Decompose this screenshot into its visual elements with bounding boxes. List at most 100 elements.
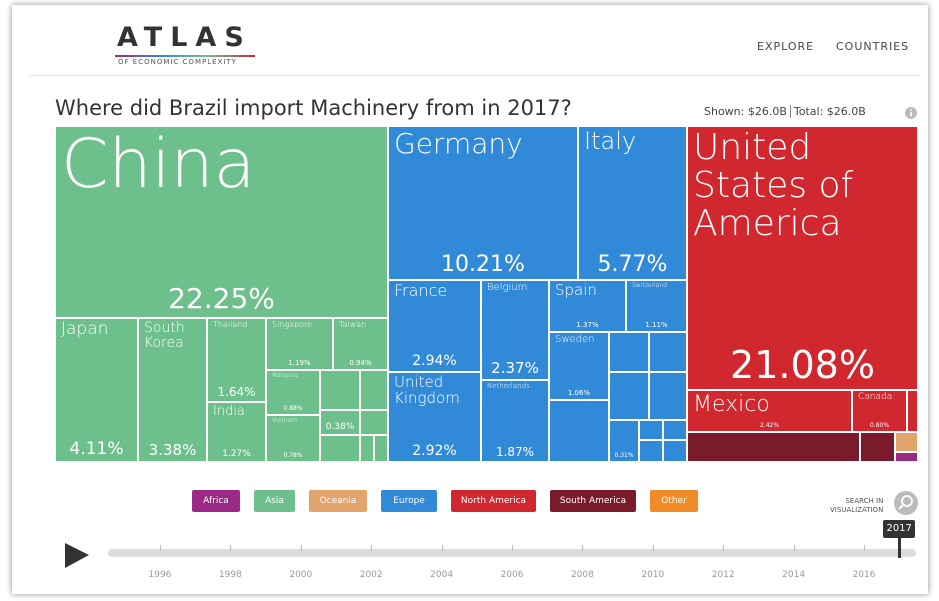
info-icon[interactable]: [904, 106, 918, 120]
year-label: 2000: [289, 570, 313, 580]
search-line: SEARCH IN: [845, 497, 884, 505]
tile: China 22.25%: [55, 126, 388, 318]
year-label: 1998: [218, 570, 242, 580]
tile-value: 2.37%: [491, 359, 539, 377]
small-tile: [609, 372, 649, 420]
tile-name: Canada: [858, 392, 893, 402]
logo-subtitle: OF ECONOMIC COMPLEXITY: [118, 58, 237, 66]
shown-total: Shown: $26.0B Total: $26.0B: [704, 105, 866, 118]
small-tile: [609, 332, 649, 372]
year-tick: [371, 545, 373, 551]
small-tile: [360, 435, 374, 462]
tile: France 2.94%: [388, 280, 481, 372]
tile-name: France: [394, 281, 448, 300]
year-handle[interactable]: [898, 538, 902, 558]
year-tooltip: 2017: [883, 520, 916, 538]
tile-value: 1.11%: [645, 321, 668, 329]
tile: Italy 5.77%: [578, 126, 687, 280]
year-tick: [512, 545, 513, 551]
tile-value: 2.92%: [412, 443, 457, 459]
year-tick: [864, 545, 865, 551]
legend-button[interactable]: Other: [650, 490, 698, 512]
year-label: 2012: [711, 570, 735, 580]
small-tile: [649, 372, 687, 420]
tile-name: Vietnam: [272, 417, 298, 424]
small-tile: [320, 435, 360, 462]
tile-value: 1.87%: [495, 445, 535, 459]
year-label: 2016: [852, 570, 876, 580]
tile-value: 0.94%: [349, 359, 372, 367]
chart-title: Where did Brazil import Machinery from i…: [55, 96, 572, 120]
legend-button[interactable]: Africa: [192, 490, 240, 512]
tile: 0.38%: [320, 410, 360, 435]
tile-name: Belgium: [487, 282, 528, 293]
legend-button[interactable]: North America: [451, 490, 536, 512]
tile: Germany 10.21%: [388, 126, 578, 280]
tile: Mexico 2.42%: [687, 390, 852, 432]
tile-name: Mexico: [693, 392, 770, 417]
tile-value: 0.88%: [283, 405, 303, 412]
tile-name: Germany: [394, 127, 523, 160]
tile: Singapore 1.19%: [266, 318, 333, 370]
small-tile: [649, 332, 687, 372]
total: Total: $26.0B: [789, 105, 866, 118]
tile-value: 21.08%: [730, 343, 875, 387]
tile: Switzerland 1.11%: [626, 280, 687, 332]
small-tile: [360, 370, 388, 410]
tile-value: 1.64%: [217, 385, 256, 399]
search-line: VISUALIZATION: [830, 506, 884, 514]
year-tick: [652, 545, 654, 551]
nav-link[interactable]: EXPLORE: [757, 40, 815, 53]
tile-value: 1.27%: [222, 449, 251, 459]
header-rule: [30, 75, 920, 76]
tile: Vietnam 0.78%: [266, 415, 320, 462]
tile: Japan 4.11%: [55, 318, 138, 462]
tile-name: China: [61, 126, 256, 204]
tile-name: United Kingdom: [394, 373, 460, 407]
tile-value: 0.38%: [325, 422, 355, 432]
year-tick: [230, 545, 232, 551]
tile-value: 1.06%: [567, 389, 591, 397]
legend-button[interactable]: Oceania: [309, 490, 367, 512]
tile-name: Netherlands: [487, 382, 530, 390]
small-tile: [663, 420, 687, 440]
tile: 0.31%: [609, 420, 639, 462]
tile-name: Italy: [584, 127, 637, 155]
tile-value: 0.31%: [614, 452, 634, 459]
legend-button[interactable]: South America: [550, 490, 636, 512]
small-tile: [860, 432, 895, 462]
year-tick: [582, 545, 584, 551]
tile: Belgium 2.37%: [481, 280, 549, 380]
tile-name: Taiwan: [339, 320, 367, 329]
year-label: 2006: [500, 570, 524, 580]
play-button[interactable]: [64, 542, 90, 570]
legend-button[interactable]: Asia: [254, 490, 295, 512]
year-label: 1996: [148, 570, 172, 580]
legend-button[interactable]: Europe: [381, 490, 437, 512]
nav-link[interactable]: COUNTRIES: [836, 40, 910, 53]
small-tile: [549, 400, 609, 462]
tile: Taiwan 0.94%: [333, 318, 388, 370]
year-label: 2004: [430, 570, 454, 580]
tile-name: Thailand: [213, 320, 248, 329]
tile-value: 0.78%: [283, 452, 303, 459]
small-tile: [895, 452, 918, 462]
small-tile: [360, 410, 388, 435]
small-tile: [663, 440, 687, 462]
logo: ATLAS: [117, 22, 252, 53]
shown: Shown: $26.0B: [704, 105, 787, 118]
tile-value: 5.77%: [597, 252, 668, 277]
tile-value: 3.38%: [148, 441, 197, 459]
tile-name: Spain: [555, 281, 597, 299]
tile-name: South Korea: [144, 320, 185, 351]
tile-value: 2.42%: [759, 422, 780, 429]
small-tile: [907, 390, 918, 432]
tile-name: Japan: [61, 319, 109, 339]
search-button[interactable]: [893, 490, 919, 516]
small-tile: [639, 440, 663, 462]
year-tick: [300, 545, 302, 551]
year-label: 2008: [570, 570, 594, 580]
tile-name: Singapore: [272, 320, 313, 329]
tile-name: India: [213, 404, 245, 419]
tile: Thailand 1.64%: [207, 318, 266, 402]
